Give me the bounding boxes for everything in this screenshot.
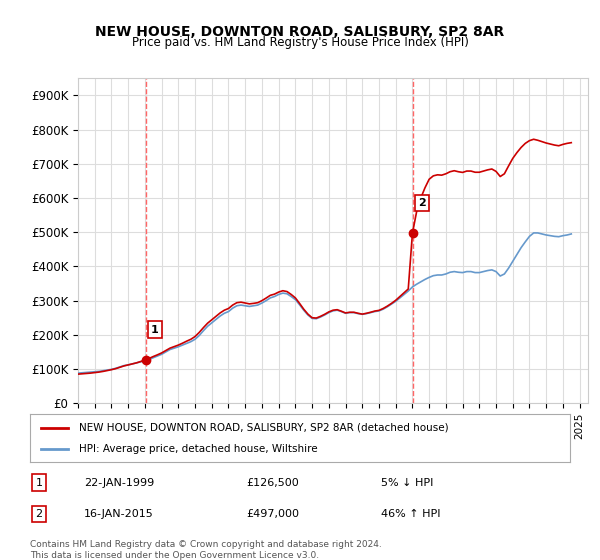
Text: Price paid vs. HM Land Registry's House Price Index (HPI): Price paid vs. HM Land Registry's House … [131,36,469,49]
Text: 2: 2 [35,509,43,519]
Text: £497,000: £497,000 [246,509,299,519]
Text: 2: 2 [418,198,426,208]
Text: HPI: Average price, detached house, Wiltshire: HPI: Average price, detached house, Wilt… [79,444,317,454]
Text: Contains HM Land Registry data © Crown copyright and database right 2024.
This d: Contains HM Land Registry data © Crown c… [30,540,382,560]
Text: 1: 1 [151,325,158,334]
Text: 16-JAN-2015: 16-JAN-2015 [84,509,154,519]
Text: 5% ↓ HPI: 5% ↓ HPI [381,478,433,488]
Text: NEW HOUSE, DOWNTON ROAD, SALISBURY, SP2 8AR (detached house): NEW HOUSE, DOWNTON ROAD, SALISBURY, SP2 … [79,423,448,433]
Text: £126,500: £126,500 [246,478,299,488]
Text: NEW HOUSE, DOWNTON ROAD, SALISBURY, SP2 8AR: NEW HOUSE, DOWNTON ROAD, SALISBURY, SP2 … [95,25,505,39]
Text: 1: 1 [35,478,43,488]
Text: 22-JAN-1999: 22-JAN-1999 [84,478,154,488]
Text: 46% ↑ HPI: 46% ↑ HPI [381,509,440,519]
